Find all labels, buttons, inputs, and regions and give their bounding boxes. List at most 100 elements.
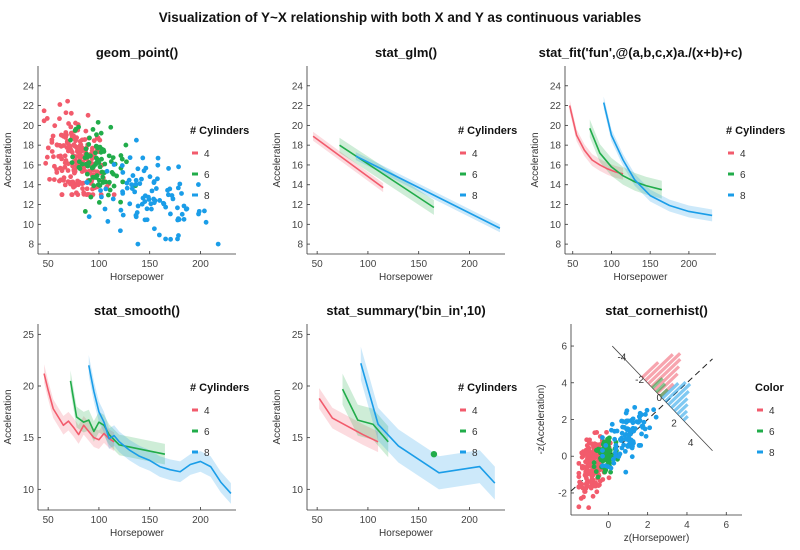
legend-label: 6	[204, 427, 210, 438]
y-tick-label: 10	[23, 485, 35, 496]
scatter-point	[84, 186, 90, 192]
x-tick-label: 150	[410, 515, 427, 526]
scatter-point	[168, 211, 173, 217]
scatter-point	[155, 162, 161, 168]
scatter-point	[640, 425, 646, 430]
scatter-point	[81, 190, 87, 196]
scatter-point	[144, 206, 150, 212]
scatter-point	[149, 188, 155, 194]
x-tick-label: 150	[642, 259, 659, 270]
legend-label: 4	[204, 149, 210, 160]
scatter-point	[133, 214, 139, 220]
y-axis-label: Acceleration	[3, 389, 14, 444]
x-tick-label: 200	[461, 259, 478, 270]
scatter-point	[607, 449, 612, 455]
scatter-point	[583, 451, 589, 456]
scatter-point	[97, 144, 103, 150]
legend-label: 8	[472, 191, 478, 202]
scatter-point	[641, 419, 647, 425]
scatter-point	[644, 407, 650, 413]
scatter-point	[98, 130, 104, 136]
scatter-point	[143, 165, 149, 171]
scatter-point	[83, 146, 89, 152]
scatter-point	[175, 236, 180, 242]
scatter-point	[612, 436, 618, 442]
scatter-point	[632, 404, 638, 410]
legend-label: 8	[204, 448, 210, 459]
y-tick-label: 15	[292, 433, 304, 444]
legend-label: 4	[204, 406, 210, 417]
legend-label: 8	[769, 448, 775, 459]
y-tick-label: 10	[292, 485, 304, 496]
scatter-point	[577, 479, 583, 485]
scatter-point	[608, 469, 613, 475]
scatter-point	[177, 181, 183, 187]
scatter-point	[103, 186, 109, 192]
panel-p1: geom_point() 50 100 150 200 8 10 12 14 16 18 20 22 24…	[3, 45, 249, 283]
scatter-point	[41, 118, 47, 124]
series-cyl4-points	[41, 98, 117, 198]
scatter-point	[591, 464, 597, 470]
scatter-point	[612, 428, 618, 434]
scatter-point	[147, 174, 153, 180]
panel-p2: stat_glm() 50 100 150 200 8 10 12 14 16 18 20 22 24 Ho…	[272, 45, 517, 283]
scatter-point	[629, 454, 635, 460]
series-cyl8-band	[360, 346, 495, 500]
scatter-point	[157, 198, 163, 203]
y-axis-label: Acceleration	[530, 132, 541, 187]
scatter-point	[91, 183, 97, 189]
scatter-point	[93, 150, 98, 156]
scatter-point	[57, 116, 62, 122]
x-tick-label: 4	[684, 520, 690, 531]
series-cyl6-line	[341, 388, 389, 443]
y-tick-label: 2	[561, 415, 567, 426]
y-axis-label: Acceleration	[3, 132, 14, 187]
scatter-point	[151, 226, 157, 232]
scatter-point	[70, 179, 76, 185]
scatter-point	[73, 154, 79, 159]
scatter-point	[632, 426, 638, 432]
scatter-point	[133, 181, 139, 187]
x-tick-label: 100	[603, 259, 620, 270]
y-tick-label: 10	[292, 220, 304, 231]
scatter-point	[65, 98, 71, 104]
scatter-point	[68, 110, 74, 116]
scatter-point	[105, 219, 111, 224]
y-tick-label: 20	[23, 121, 35, 132]
y-axis-label: Acceleration	[272, 132, 283, 187]
y-tick-label: 12	[23, 200, 35, 211]
x-tick-label: 50	[567, 259, 579, 270]
scatter-point	[95, 157, 101, 162]
scatter-point	[119, 163, 125, 168]
panel-title: stat_smooth()	[94, 303, 180, 318]
scatter-point	[603, 463, 608, 469]
scatter-point	[600, 453, 605, 459]
scatter-point	[196, 182, 201, 187]
scatter-point	[130, 173, 136, 178]
scatter-point	[83, 128, 89, 134]
x-tick-label: 200	[192, 259, 209, 270]
x-axis-label: Horsepower	[379, 528, 434, 539]
cornerhist-bar	[676, 403, 689, 416]
scatter-point	[626, 435, 632, 441]
scatter-point	[102, 206, 108, 212]
scatter-point	[62, 153, 68, 159]
x-tick-label: 150	[410, 259, 427, 270]
scatter-point	[175, 185, 181, 191]
x-tick-label: 200	[681, 259, 698, 270]
scatter-point	[85, 163, 91, 169]
y-tick-label: 16	[23, 160, 35, 171]
scatter-point	[96, 177, 102, 183]
scatter-point	[80, 180, 86, 186]
series-cyl8-line	[360, 363, 496, 484]
panel-title: geom_point()	[96, 45, 178, 60]
x-tick-label: 100	[360, 259, 377, 270]
scatter-point	[86, 141, 92, 147]
scatter-point	[91, 164, 96, 170]
x-axis-label: Horsepower	[614, 272, 669, 283]
scatter-point	[111, 192, 117, 198]
scatter-point	[584, 437, 590, 443]
scatter-point	[623, 419, 629, 425]
scatter-point	[148, 201, 154, 207]
legend: # Cylinders 4 6 8	[726, 125, 785, 202]
